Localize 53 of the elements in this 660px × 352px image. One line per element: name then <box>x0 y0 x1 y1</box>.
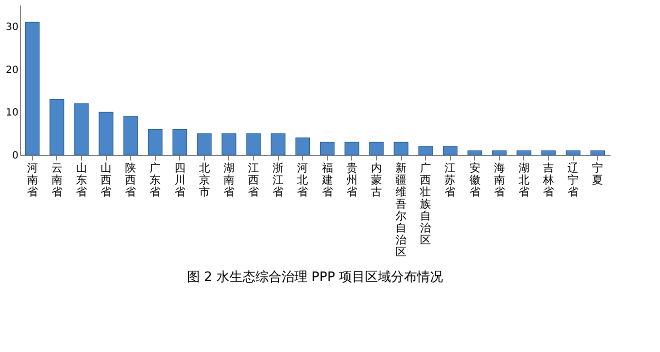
bar <box>270 133 286 156</box>
bar <box>24 22 40 156</box>
x-tick-label: 贵州省 <box>346 162 358 198</box>
x-tick-label: 宁夏 <box>592 162 604 186</box>
bar <box>590 150 606 156</box>
x-tick-label: 陕西省 <box>125 162 136 198</box>
bar <box>148 128 163 156</box>
x-tick-label: 福建省 <box>320 162 333 198</box>
y-tick-label: 20 <box>6 64 18 76</box>
y-tick-label: 0 <box>12 150 18 162</box>
bar <box>566 150 580 156</box>
bar <box>320 142 335 156</box>
x-tick-label: 山东省 <box>76 162 87 198</box>
bar <box>50 98 64 156</box>
x-tick-label: 吉林省 <box>542 162 554 198</box>
bar <box>172 128 188 156</box>
x-tick-label: 湖南省 <box>223 162 234 198</box>
y-tick-label: 30 <box>6 22 18 33</box>
bar <box>442 146 458 156</box>
bar <box>222 133 236 156</box>
bar <box>123 116 138 156</box>
x-tick-label: 江西省 <box>248 162 260 198</box>
x-tick-label: 河北省 <box>297 162 308 198</box>
x-tick-label: 广西壮族自治区 <box>419 162 432 246</box>
x-tick-label: 辽宁省 <box>568 162 579 198</box>
text: 图 2 水生态综合治理 PPP 项目区域分布情况 <box>186 270 444 285</box>
x-tick-label: 浙江省 <box>272 162 284 198</box>
bar <box>98 112 114 156</box>
y-tick-label: 10 <box>6 108 18 119</box>
x-tick-label: 山西省 <box>100 162 112 198</box>
x-tick-label: 云南省 <box>51 162 62 198</box>
x-tick-label: 江苏省 <box>444 162 456 198</box>
x-tick-label: 海南省 <box>494 162 505 198</box>
bar <box>541 150 556 156</box>
x-tick-label: 新疆维吾尔自治区 <box>396 162 407 258</box>
x-tick-label: 湖北省 <box>518 162 530 198</box>
bar <box>197 133 212 156</box>
bar <box>492 150 507 156</box>
bar <box>295 138 310 156</box>
bar <box>418 146 433 156</box>
bar <box>344 142 360 156</box>
x-tick-label: 河南省 <box>26 162 38 198</box>
bar <box>467 150 482 156</box>
bar <box>74 103 89 156</box>
x-tick-label: 四川省 <box>174 162 186 198</box>
x-tick-label: 北京市 <box>198 162 210 198</box>
bar <box>394 142 408 156</box>
x-tick-label: 内蒙古 <box>370 162 382 198</box>
bar <box>369 142 384 156</box>
bar <box>516 150 532 156</box>
bar <box>246 133 261 156</box>
x-tick-label: 安徽省 <box>469 162 480 198</box>
x-tick-label: 广东省 <box>150 162 161 198</box>
